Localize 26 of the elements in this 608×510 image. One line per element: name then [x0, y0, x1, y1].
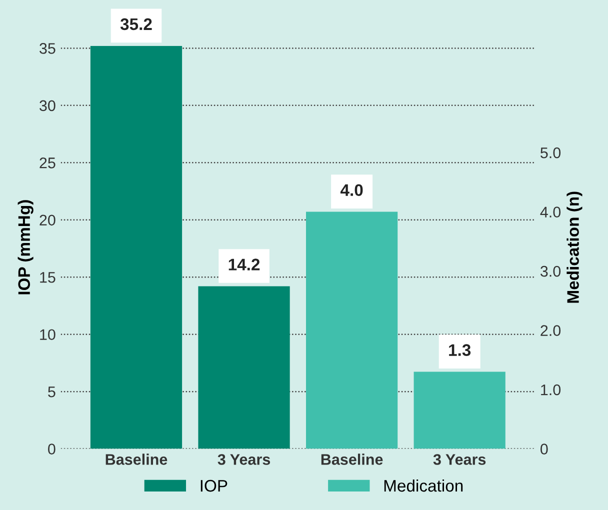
data-label: 4.0 [340, 184, 363, 196]
legend-label: Medication [384, 479, 463, 492]
y2-tick-label: 0 [540, 444, 548, 454]
data-label: 1.3 [449, 344, 471, 356]
y-tick-label: 0 [48, 444, 56, 454]
y-tick-label: 30 [40, 100, 56, 112]
y-tick-label: 20 [40, 214, 56, 226]
y-tick-label: 15 [40, 272, 56, 283]
data-label: 14.2 [228, 258, 260, 270]
x-tick-label: Baseline [106, 454, 168, 465]
y2-tick-label: 3.0 [540, 266, 561, 277]
x-tick-label: 3 Years [218, 454, 270, 465]
y2-tick-label: 2.0 [540, 325, 561, 336]
y2-tick-label: 4.0 [540, 206, 561, 218]
y-tick-label: 25 [40, 158, 56, 168]
legend-label: IOP [200, 480, 228, 492]
y-tick-label: 10 [40, 329, 56, 340]
y2-tick-label: 1.0 [541, 384, 561, 396]
y-tick-label: 35 [40, 43, 56, 54]
y-axis-title: IOP (mmHg) [18, 200, 34, 294]
y2-tick-label: 5.0 [540, 147, 561, 158]
y-tick-label: 5 [48, 386, 56, 398]
data-label: 35.2 [120, 18, 152, 30]
y2-axis-title: Medication (n) [566, 192, 582, 303]
x-tick-label: 3 Years [433, 454, 486, 465]
x-tick-label: Baseline [321, 454, 383, 465]
